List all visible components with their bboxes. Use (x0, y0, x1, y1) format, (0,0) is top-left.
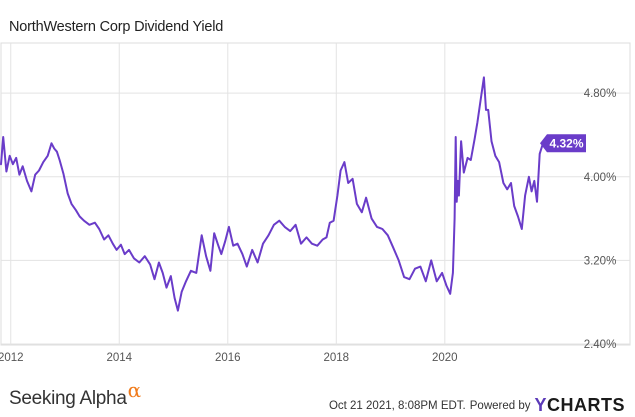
chart-footer-credit: Oct 21 2021, 8:08PM EDT. Powered by YCHA… (329, 395, 625, 416)
y-tick-label: 3.20% (584, 255, 617, 267)
y-tick-label: 4.80% (584, 88, 617, 100)
ycharts-wordmark: CHARTS (547, 395, 625, 415)
y-tick-label: 2.40% (584, 339, 617, 351)
powered-by-label: Powered by (469, 399, 531, 412)
x-tick-label: 2020 (432, 352, 458, 364)
seeking-alpha-logo: Seeking Alphaα (9, 378, 141, 410)
last-value-badge-shape (540, 134, 586, 153)
series-layer (0, 76, 544, 312)
ycharts-logo: YCHARTS (534, 395, 625, 416)
seeking-alpha-wordmark: Seeking Alpha (9, 388, 127, 409)
x-tick-label: 2014 (106, 352, 132, 364)
timestamp: Oct 21 2021, 8:08PM EDT. (328, 399, 466, 412)
x-tick-label: 2012 (0, 352, 24, 364)
y-tick-label: 4.00% (584, 172, 617, 184)
series-line (0, 76, 544, 312)
plot-area-border (0, 42, 631, 346)
last-value-badge: 4.32% (540, 134, 586, 153)
x-tick-label: 2018 (323, 352, 349, 364)
x-tick-label: 2016 (215, 352, 241, 364)
y-axis: 2.40% 3.20% 4.00% 4.80% (584, 88, 617, 351)
alpha-logo-icon: α (127, 378, 142, 402)
ycharts-y-icon: Y (534, 395, 547, 415)
grid-layer (1, 43, 630, 345)
x-axis: 2012 2014 2016 2018 2020 (0, 352, 458, 364)
last-value-label: 4.32% (549, 136, 583, 150)
chart-title: NorthWestern Corp Dividend Yield (9, 19, 224, 35)
